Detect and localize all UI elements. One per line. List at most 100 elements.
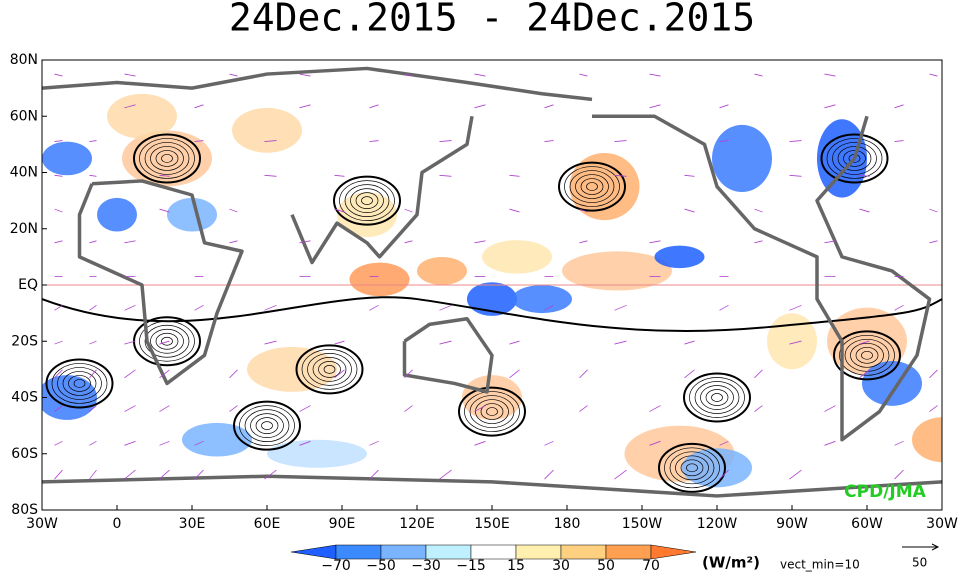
contour — [475, 399, 509, 424]
wind-vector — [754, 240, 763, 244]
wind-vector — [579, 369, 588, 379]
colorbar-label: 15 — [507, 558, 525, 574]
longitude-label: 60W — [851, 516, 883, 532]
wind-vector — [509, 174, 520, 177]
contour — [850, 342, 884, 368]
wind-vector — [824, 240, 836, 244]
wind-vector — [894, 304, 904, 311]
wind-vector — [54, 369, 63, 379]
contour — [711, 393, 723, 402]
colorbar-label: −30 — [411, 558, 441, 574]
wind-vector — [89, 140, 97, 142]
wind-vector — [894, 469, 904, 480]
colorbar-segment — [470, 544, 517, 560]
coastline — [42, 474, 942, 498]
contour — [255, 417, 279, 434]
wind-vector — [894, 440, 904, 446]
wind-vector — [334, 369, 345, 379]
wind-vector — [264, 140, 277, 142]
contour — [250, 413, 284, 438]
wind-vector — [264, 174, 277, 177]
title: 24Dec.2015 - 24Dec.2015 — [229, 0, 755, 40]
colorbar-label: −70 — [321, 558, 351, 574]
contour — [480, 403, 504, 420]
wind-vector — [264, 340, 277, 345]
wind-vector — [404, 240, 413, 244]
anomaly-shading — [247, 346, 337, 392]
wind-vector — [824, 73, 836, 77]
contour — [569, 170, 615, 203]
wind-vector — [474, 405, 486, 412]
wind-vector — [439, 140, 452, 142]
contour — [680, 459, 704, 477]
longitude-label: 30E — [179, 516, 206, 532]
coastline — [592, 114, 932, 442]
wind-vector — [754, 369, 763, 379]
wind-vector — [859, 208, 870, 213]
anomaly-shading — [417, 256, 467, 285]
wind-vector — [194, 440, 204, 446]
anomaly-shading — [817, 119, 867, 198]
wind-vector — [579, 405, 588, 412]
colorbar-label: −15 — [456, 558, 486, 574]
contour — [855, 346, 879, 364]
wind-vector — [684, 174, 695, 177]
longitude-label: 30W — [926, 516, 958, 532]
colorbar-label: 30 — [552, 558, 570, 574]
contour — [45, 358, 114, 409]
contour — [861, 350, 873, 360]
wind-vector — [54, 440, 63, 446]
wind-vector — [159, 174, 170, 177]
wind-vector — [299, 73, 311, 77]
wind-vector — [719, 440, 729, 446]
anomaly-shading — [654, 245, 705, 269]
wind-vector — [404, 208, 413, 213]
contour — [350, 188, 384, 213]
contour — [361, 196, 373, 205]
contour — [839, 334, 895, 376]
wind-vector — [929, 405, 938, 412]
wind-vector — [649, 440, 661, 446]
contour — [323, 365, 336, 374]
anomaly-shading — [349, 262, 410, 297]
wind-vector — [264, 469, 277, 480]
wind-vector — [124, 104, 136, 109]
wind-vector — [404, 73, 413, 77]
contour — [558, 161, 626, 212]
map-field — [42, 66, 942, 498]
anomaly-shading — [122, 130, 212, 187]
contour — [486, 407, 498, 416]
contour — [694, 381, 740, 414]
wind-vector — [929, 369, 938, 379]
wind-vector — [789, 304, 802, 311]
wind-vector — [89, 174, 97, 177]
colorbar-segment — [425, 544, 472, 560]
coastline — [290, 115, 474, 265]
wind-vector — [299, 440, 311, 446]
wind-vector — [614, 469, 627, 480]
wind-vector — [579, 73, 588, 77]
wind-vector — [474, 240, 486, 244]
anomaly-shading — [42, 141, 92, 176]
wind-vector — [474, 73, 486, 77]
wind-vector — [719, 104, 729, 109]
longitude-label: 180 — [554, 516, 581, 532]
contour — [68, 375, 91, 392]
contour — [355, 192, 379, 209]
anomaly-shading — [97, 197, 137, 232]
wind-vector — [159, 369, 170, 379]
wind-vector — [159, 469, 170, 480]
wind-vector — [894, 140, 904, 142]
wind-vector — [194, 304, 204, 311]
wind-vector — [649, 104, 661, 109]
wind-vector — [229, 240, 238, 244]
wind-vector — [194, 140, 204, 142]
wind-vector — [229, 405, 238, 412]
wind-vector — [299, 240, 311, 244]
contour — [295, 344, 364, 395]
wind-vector — [334, 174, 345, 177]
colorbar-segment — [380, 544, 427, 560]
wind-vector — [544, 440, 554, 446]
contour — [333, 175, 401, 226]
